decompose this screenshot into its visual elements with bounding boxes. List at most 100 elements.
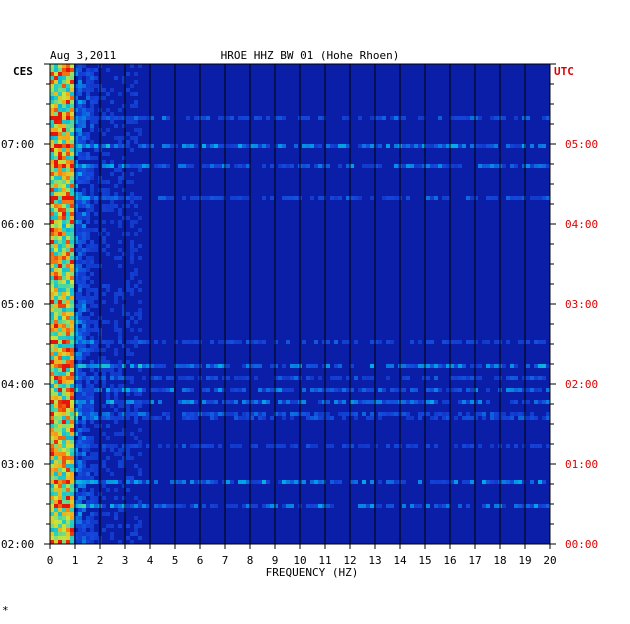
spectrogram-cell (66, 200, 70, 204)
spectrogram-cell (102, 228, 106, 232)
spectrogram-cell (58, 276, 62, 280)
spectrogram-cell (102, 236, 106, 240)
spectrogram-cell (54, 220, 58, 224)
spectrogram-cell (390, 340, 394, 344)
spectrogram-cell (126, 284, 130, 288)
spectrogram-cell (94, 472, 98, 476)
spectrogram-cell (482, 340, 486, 344)
spectrogram-cell (138, 64, 142, 68)
spectrogram-cell (62, 228, 66, 232)
spectrogram-cell (58, 372, 62, 376)
spectrogram-cell (410, 364, 414, 368)
spectrogram-cell (154, 504, 158, 508)
spectrogram-cell (94, 304, 98, 308)
right-utc-label: 03:00 (565, 298, 598, 311)
spectrogram-cell (78, 288, 82, 292)
spectrogram-cell (250, 480, 254, 484)
x-tick-label: 13 (368, 554, 381, 567)
spectrogram-cell (50, 400, 54, 404)
spectrogram-cell (130, 104, 134, 108)
spectrogram-cell (90, 368, 94, 372)
spectrogram-cell (122, 444, 126, 448)
spectrogram-cell (62, 76, 66, 80)
spectrogram-cell (190, 376, 194, 380)
spectrogram-cell (90, 340, 94, 344)
spectrogram-cell (66, 112, 70, 116)
spectrogram-cell (54, 88, 58, 92)
spectrogram-cell (146, 400, 150, 404)
spectrogram-cell (74, 320, 78, 324)
spectrogram-cell (482, 504, 486, 508)
spectrogram-cell (346, 164, 350, 168)
spectrogram-cell (58, 64, 62, 68)
spectrogram-cell (194, 504, 198, 508)
spectrogram-cell (62, 256, 66, 260)
spectrogram-cell (102, 320, 106, 324)
spectrogram-cell (130, 364, 134, 368)
spectrogram-cell (386, 504, 390, 508)
spectrogram-cell (542, 400, 546, 404)
spectrogram-cell (238, 416, 242, 420)
spectrogram-cell (310, 196, 314, 200)
spectrogram-cell (82, 152, 86, 156)
spectrogram-cell (62, 196, 66, 200)
spectrogram-cell (82, 108, 86, 112)
spectrogram-cell (78, 372, 82, 376)
spectrogram-cell (206, 480, 210, 484)
spectrogram-cell (62, 496, 66, 500)
spectrogram-cell (122, 76, 126, 80)
spectrogram-cell (66, 152, 70, 156)
spectrogram-cell (78, 420, 82, 424)
spectrogram-cell (54, 172, 58, 176)
spectrogram-cell (82, 200, 86, 204)
spectrogram-cell (254, 364, 258, 368)
spectrogram-cell (54, 344, 58, 348)
spectrogram-cell (62, 108, 66, 112)
spectrogram-cell (138, 480, 142, 484)
spectrogram-cell (510, 412, 514, 416)
spectrogram-cell (470, 388, 474, 392)
spectrogram-cell (146, 340, 150, 344)
spectrogram-cell (82, 156, 86, 160)
spectrogram-cell (86, 380, 90, 384)
spectrogram-cell (90, 476, 94, 480)
spectrogram-cell (86, 500, 90, 504)
spectrogram-cell (66, 300, 70, 304)
spectrogram-cell (238, 196, 242, 200)
spectrogram-cell (90, 196, 94, 200)
spectrogram-cell (58, 432, 62, 436)
spectrogram-cell (66, 296, 70, 300)
spectrogram-cell (74, 484, 78, 488)
spectrogram-cell (90, 144, 94, 148)
spectrogram-cell (62, 328, 66, 332)
spectrogram-cell (74, 312, 78, 316)
spectrogram-cell (458, 412, 462, 416)
spectrogram-cell (58, 332, 62, 336)
spectrogram-cell (190, 412, 194, 416)
spectrogram-cell (126, 140, 130, 144)
spectrogram-cell (94, 532, 98, 536)
spectrogram-cell (74, 176, 78, 180)
spectrogram-cell (474, 388, 478, 392)
spectrogram-cell (474, 364, 478, 368)
spectrogram-cell (54, 120, 58, 124)
spectrogram-cell (514, 116, 518, 120)
spectrogram-cell (130, 340, 134, 344)
spectrogram-cell (206, 412, 210, 416)
spectrogram-cell (62, 172, 66, 176)
spectrogram-cell (362, 504, 366, 508)
spectrogram-cell (50, 148, 54, 152)
spectrogram-cell (90, 312, 94, 316)
spectrogram-cell (102, 132, 106, 136)
spectrogram-cell (254, 400, 258, 404)
spectrogram-cell (66, 428, 70, 432)
spectrogram-cell (338, 400, 342, 404)
spectrogram-cell (66, 384, 70, 388)
spectrogram-cell (62, 520, 66, 524)
spectrogram-cell (262, 196, 266, 200)
spectrogram-cell (90, 108, 94, 112)
spectrogram-cell (522, 196, 526, 200)
spectrogram-cell (470, 416, 474, 420)
spectrogram-cell (78, 380, 82, 384)
spectrogram-cell (58, 488, 62, 492)
